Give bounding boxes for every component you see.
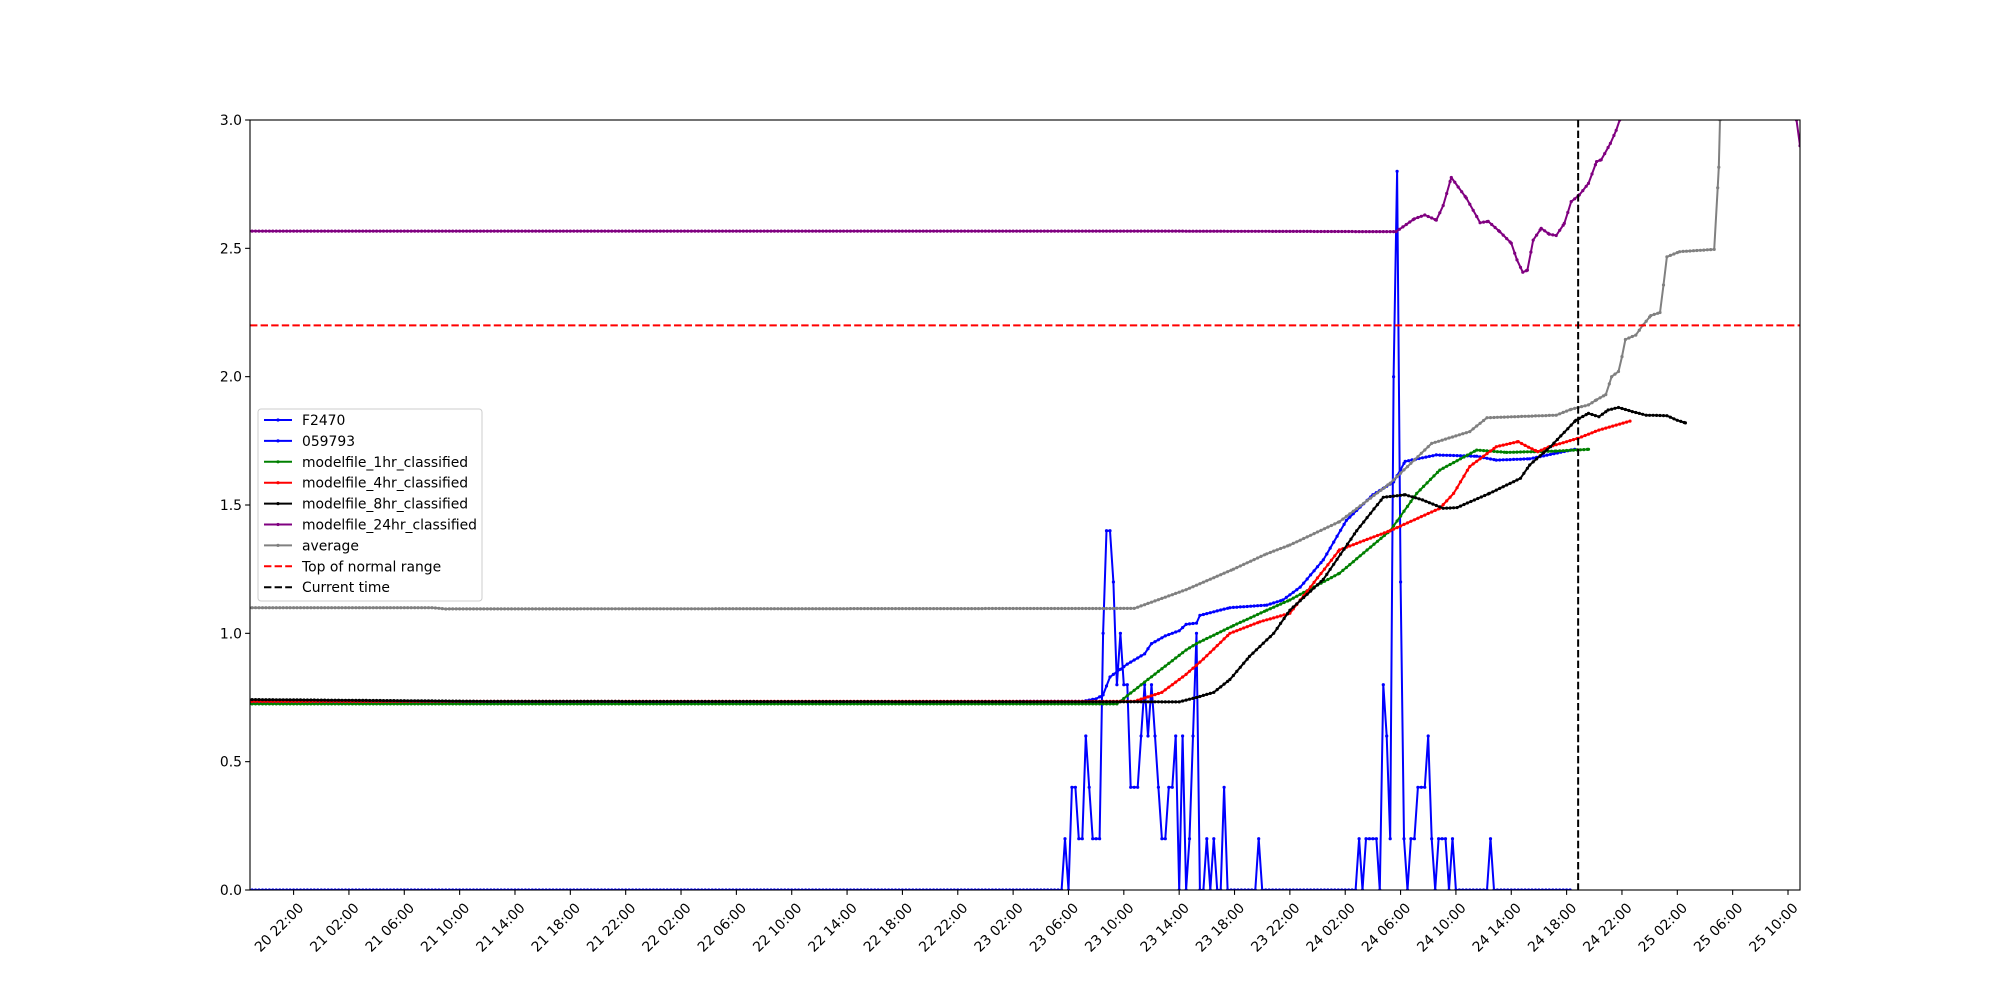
- legend-label: modelfile_8hr_classified: [302, 497, 468, 513]
- legend-entry: F2470: [264, 413, 345, 429]
- y-tick-label: 0.5: [220, 755, 242, 771]
- legend-entry: modelfile_24hr_classified: [264, 518, 477, 534]
- legend-marker: [276, 543, 280, 548]
- legend-entry: Top of normal range: [264, 559, 441, 575]
- legend-label: Top of normal range: [301, 559, 441, 575]
- legend-marker: [276, 460, 280, 464]
- legend-entry: 059793: [264, 434, 355, 450]
- y-tick-label: 0.0: [220, 883, 242, 899]
- legend-entry: average: [264, 538, 359, 554]
- series-line-average: [250, 120, 1724, 611]
- y-axis: 0.0 0.5 1.0 1.5 2.0 2.5 3.0: [220, 113, 250, 899]
- legend-marker: [276, 481, 280, 485]
- legend-entry: modelfile_4hr_classified: [264, 476, 468, 492]
- legend-label: F2470: [302, 413, 345, 429]
- y-tick-label: 1.5: [220, 498, 242, 514]
- y-tick-label: 2.5: [220, 241, 242, 257]
- legend-entry: Current time: [264, 580, 390, 596]
- series-layer: [250, 120, 1800, 890]
- legend-marker: [276, 522, 280, 527]
- legend-marker: [276, 418, 280, 422]
- y-tick-label: 3.0: [220, 113, 242, 129]
- legend-label: modelfile_4hr_classified: [302, 476, 468, 492]
- legend-entry: modelfile_1hr_classified: [264, 455, 468, 471]
- legend-label: 059793: [302, 434, 355, 450]
- legend-entry: modelfile_8hr_classified: [264, 497, 468, 513]
- y-tick-label: 1.0: [220, 626, 242, 642]
- legend-label: modelfile_1hr_classified: [302, 455, 468, 471]
- legend-marker: [276, 439, 280, 443]
- legend-label: average: [302, 538, 359, 554]
- legend-label: modelfile_24hr_classified: [302, 518, 477, 534]
- y-tick-label: 2.0: [220, 370, 242, 386]
- legend-label: Current time: [302, 580, 390, 596]
- legend-marker: [276, 502, 280, 506]
- legend-box: [257, 408, 483, 602]
- reference-lines: [250, 120, 1800, 890]
- legend: F2470 059793 modelfile_1hr_classifiedmodel…: [257, 408, 483, 602]
